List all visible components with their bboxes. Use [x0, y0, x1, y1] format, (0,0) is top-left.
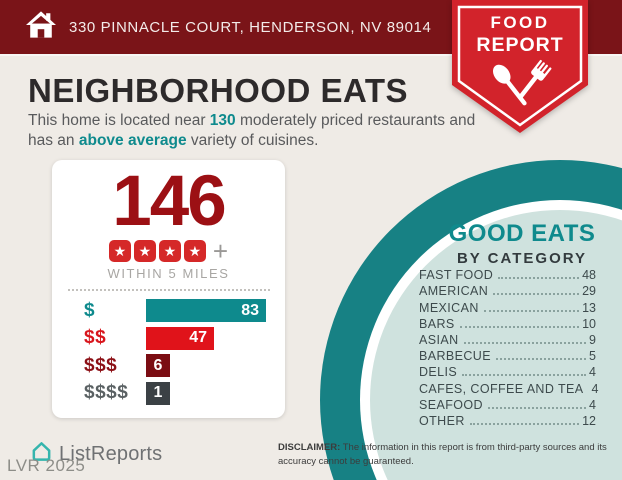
category-row: BARS 10 [419, 315, 596, 331]
badge-text: FOOD REPORT [452, 13, 588, 57]
badge-line-report: REPORT [476, 34, 564, 56]
listreports-logo-text: ListReports [59, 442, 163, 465]
category-count: 48 [582, 268, 596, 283]
category-count: 9 [589, 332, 596, 347]
price-bar-chart: $83 $$ 47 $$$ 6 $$$$ 1 [52, 299, 285, 405]
within-miles-caption: WITHIN 5 MILES [107, 266, 230, 281]
price-tier-label: $$$ [84, 354, 118, 376]
listreports-house-icon [30, 440, 53, 468]
price-tier-bar: 6 [146, 354, 170, 377]
category-row: DELIS 4 [419, 363, 596, 379]
good-eats-heading: GOOD EATS BY CATEGORY [432, 220, 612, 267]
category-count: 4 [589, 365, 596, 380]
page-title: NEIGHBORHOOD EATS [28, 72, 409, 109]
category-count: 5 [589, 349, 596, 364]
dotted-leader [469, 422, 580, 425]
plus-sign: + [212, 236, 229, 266]
disclaimer-text: DISCLAIMER: The information in this repo… [278, 442, 607, 467]
category-label: FAST FOOD [419, 268, 494, 283]
star-icon: ★ [133, 240, 156, 262]
above-average-highlight: above average [78, 131, 187, 149]
restaurant-count-highlight: 130 [209, 112, 236, 129]
category-count: 4 [589, 397, 596, 412]
good-eats-subtitle: BY CATEGORY [456, 250, 588, 267]
dotted-leader [487, 406, 587, 409]
price-tier-row: $$$$ 1 [84, 381, 285, 405]
dotted-leader [462, 374, 587, 377]
category-count: 10 [582, 316, 596, 331]
dotted-leader [498, 277, 580, 280]
category-label: MEXICAN [419, 300, 479, 315]
category-row: ASIAN 9 [419, 331, 596, 347]
price-tier-label: $$ [84, 327, 107, 348]
star-icon: ★ [183, 240, 206, 262]
price-tier-row: $$ 47 [84, 326, 285, 350]
dashed-divider [67, 289, 270, 291]
category-label: DELIS [419, 365, 458, 380]
dotted-leader [495, 358, 587, 361]
price-tier-label: $$$$ [84, 382, 129, 403]
category-row: SEAFOOD 4 [419, 396, 596, 412]
property-address: 330 PINNACLE COURT, HENDERSON, NV 89014 [69, 18, 432, 36]
category-row: CAFES, COFFEE AND TEA 4 [419, 379, 599, 396]
rating-row: ★ ★ ★ ★ + [52, 236, 285, 266]
category-label: CAFES, COFFEE AND TEA [419, 381, 584, 396]
category-row: MEXICAN 13 [419, 298, 596, 315]
food-report-badge: FOOD REPORT [452, 0, 588, 135]
dotted-leader [483, 309, 580, 312]
category-label: SEAFOOD [419, 397, 483, 412]
stat-card: 146 ★ ★ ★ ★ + WITHIN 5 MILES $83 $$ 47 $$$ 6 $$$… [52, 160, 285, 418]
category-label: AMERICAN [419, 284, 489, 299]
price-tier-row: $$$ 6 [84, 354, 285, 377]
category-row: FAST FOOD 48 [419, 266, 596, 282]
star-rating: ★ ★ ★ ★ [108, 240, 206, 262]
price-tier-label: $ [84, 299, 96, 321]
category-row: BARBECUE 5 [419, 347, 596, 363]
restaurant-total-count: 146 [112, 162, 226, 241]
category-label: BARBECUE [419, 349, 491, 364]
dotted-leader [463, 341, 587, 344]
category-count: 12 [582, 413, 596, 428]
category-row: OTHER 12 [419, 412, 596, 428]
star-icon: ★ [108, 240, 131, 262]
category-list: FAST FOOD 48 AMERICAN 29 MEXICAN 13 BARS 10 ASIA… [419, 266, 599, 428]
price-tier-bar: 47 [146, 326, 214, 350]
subtitle-text: This home is located near 130 moderately… [28, 112, 476, 149]
category-label: ASIAN [419, 332, 459, 347]
category-count: 13 [582, 300, 596, 315]
category-row: AMERICAN 29 [419, 282, 596, 298]
dotted-leader [459, 325, 580, 328]
dotted-leader [493, 293, 580, 296]
price-tier-row: $83 [84, 299, 285, 322]
good-eats-title: GOOD EATS [448, 220, 596, 247]
crossed-spoon-fork-icon [493, 59, 552, 106]
star-icon: ★ [158, 240, 181, 262]
category-label: OTHER [419, 413, 465, 428]
badge-line-food: FOOD [490, 13, 550, 32]
category-count: 4 [591, 381, 599, 396]
price-tier-bar: 1 [146, 381, 170, 405]
category-count: 29 [582, 284, 596, 299]
price-tier-bar: 83 [146, 299, 266, 322]
listreports-logo: ListReports [30, 440, 162, 468]
lvr-watermark: LVR 2025 [7, 456, 86, 475]
category-label: BARS [419, 316, 455, 331]
house-icon [26, 11, 56, 43]
